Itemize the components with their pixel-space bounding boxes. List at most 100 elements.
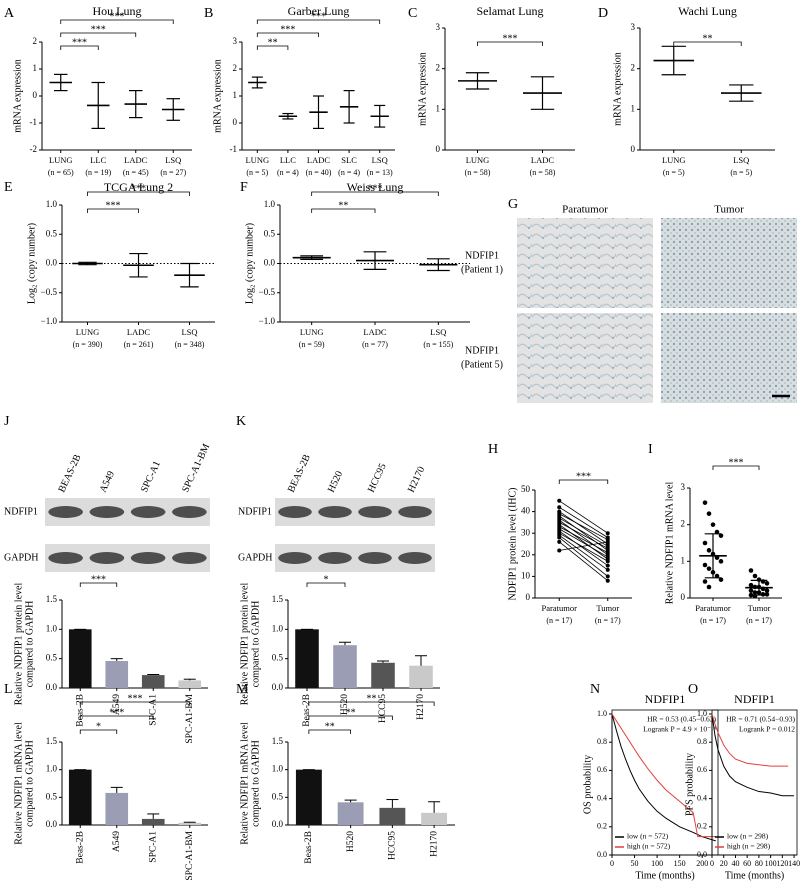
- y-tick-label: 0.4: [597, 793, 607, 802]
- n-label: (n = 261): [124, 340, 154, 349]
- x-tick-label: LLC: [90, 155, 106, 165]
- x-tick-label: H520: [346, 831, 356, 852]
- x-tick-label: LUNG: [662, 155, 686, 165]
- significance-bracket: [79, 701, 191, 706]
- significance-bracket: [558, 479, 609, 484]
- x-tick-label: 140: [788, 859, 800, 868]
- annotation: Logrank P = 0.012: [739, 725, 795, 734]
- blot-band: [358, 552, 392, 564]
- y-axis-label: compared to GAPDH: [24, 601, 35, 688]
- panel-letter: N: [590, 682, 600, 697]
- data-point: [605, 563, 610, 568]
- data-point: [748, 568, 754, 573]
- lane-label: SPC-A1: [139, 459, 163, 494]
- significance-label: ***: [280, 24, 295, 35]
- x-tick-label: HCC95: [388, 831, 398, 860]
- data-point: [760, 592, 766, 597]
- y-tick-label: -1: [30, 117, 38, 127]
- y-tick-label: 1.0: [272, 764, 284, 774]
- significance-label: ***: [729, 457, 744, 468]
- y-tick-label: 0.5: [264, 228, 276, 238]
- y-tick-label: 1: [681, 555, 686, 565]
- bar: [409, 665, 433, 688]
- x-tick-label: SPC-A1: [148, 694, 158, 726]
- panel-letter: G: [508, 197, 518, 212]
- y-tick-label: 0: [33, 90, 38, 100]
- bar: [105, 661, 129, 688]
- bar: [337, 802, 364, 825]
- panel-letter: A: [4, 6, 15, 21]
- significance-bracket: [79, 729, 118, 734]
- x-tick-label: LUNG: [466, 155, 490, 165]
- y-tick-label: 0.0: [697, 850, 707, 859]
- data-point: [718, 577, 724, 582]
- y-tick-label: 3: [233, 36, 238, 46]
- plot-frame: [711, 709, 798, 856]
- paired-line: [559, 511, 608, 545]
- significance-bracket: [256, 45, 289, 50]
- significance-label: ***: [368, 183, 383, 194]
- panel-title: Wachi Lung: [678, 4, 737, 18]
- y-tick-label: 1.5: [46, 594, 58, 604]
- paired-line: [559, 541, 608, 551]
- x-tick-label: LUNG: [300, 327, 324, 337]
- data-point: [752, 573, 758, 579]
- survival-curve: [611, 713, 716, 838]
- blot-band: [48, 506, 83, 518]
- survival-curve: [611, 713, 716, 842]
- bar: [68, 629, 92, 688]
- significance-label: **: [338, 200, 348, 211]
- panel-letter: D: [598, 6, 608, 21]
- blot-band: [89, 552, 125, 564]
- y-tick-label: 0.0: [272, 682, 284, 692]
- blot-row-label: GAPDH: [238, 552, 272, 563]
- x-tick-label: Paratumor: [695, 603, 731, 613]
- x-tick-label: 200: [696, 859, 708, 868]
- blot-band: [358, 506, 392, 518]
- y-tick-label: 2: [233, 63, 238, 73]
- lane-label: H520: [326, 469, 345, 494]
- ihc-image: [661, 218, 797, 308]
- n-label: (n = 59): [299, 340, 325, 349]
- y-axis-label: PFS probability: [684, 753, 695, 816]
- paired-line: [558, 541, 609, 582]
- significance-label: *: [96, 721, 101, 732]
- panel-title: Weiss Lung: [347, 180, 404, 194]
- annotation: HR = 0.71 (0.54−0.93): [726, 715, 795, 724]
- bar: [178, 680, 202, 688]
- significance-bracket: [712, 465, 760, 470]
- data-point: [605, 559, 610, 564]
- y-tick-label: 1.0: [46, 764, 58, 774]
- x-tick-label: H2170: [429, 831, 439, 857]
- significance-label: ***: [91, 574, 106, 585]
- panel-title: NDFIP1: [645, 692, 686, 706]
- blot-band: [48, 552, 83, 564]
- significance-bracket: [87, 191, 190, 196]
- blot-band: [278, 552, 312, 564]
- x-tick-label: HCC95: [378, 694, 388, 723]
- data-point: [706, 566, 712, 571]
- significance-bracket: [256, 32, 319, 37]
- y-tick-label: 3: [436, 22, 441, 32]
- data-point: [718, 533, 724, 538]
- panel-title: TCGA Lung 2: [104, 180, 173, 194]
- panel-letter: K: [236, 414, 246, 429]
- x-tick-label: Beas-2B: [75, 694, 85, 727]
- y-axis-label: compared to GAPDH: [250, 740, 261, 827]
- data-point: [714, 573, 720, 579]
- x-axis-label: Time (months): [725, 870, 784, 881]
- x-tick-label: 150: [674, 859, 686, 868]
- data-point: [764, 581, 770, 586]
- data-point: [748, 588, 754, 593]
- y-axis-label: Relative NDFIP1 protein level: [13, 583, 24, 706]
- significance-bracket: [60, 45, 99, 50]
- panel-letter: B: [204, 6, 213, 21]
- legend-label: high (n = 572): [627, 842, 671, 851]
- paired-line: [559, 526, 608, 553]
- lane-label: BEAS-2B: [56, 453, 83, 495]
- y-tick-label: 1.0: [264, 199, 276, 209]
- significance-bracket: [306, 582, 346, 587]
- y-tick-label: 1.0: [46, 623, 58, 633]
- significance-bracket: [256, 19, 381, 24]
